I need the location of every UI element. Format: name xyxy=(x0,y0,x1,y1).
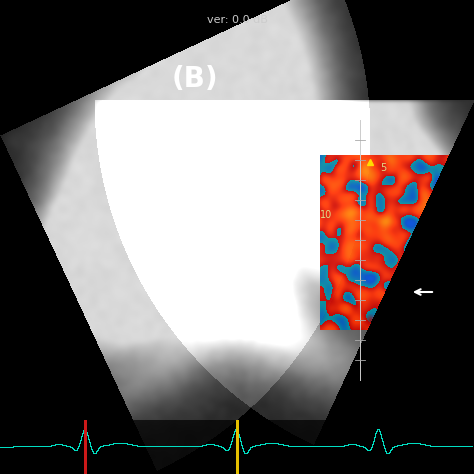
Text: ver: 0.0 dB: ver: 0.0 dB xyxy=(207,15,267,25)
Text: 10: 10 xyxy=(320,210,332,220)
Text: (B): (B) xyxy=(172,65,219,93)
Text: 5: 5 xyxy=(380,163,386,173)
